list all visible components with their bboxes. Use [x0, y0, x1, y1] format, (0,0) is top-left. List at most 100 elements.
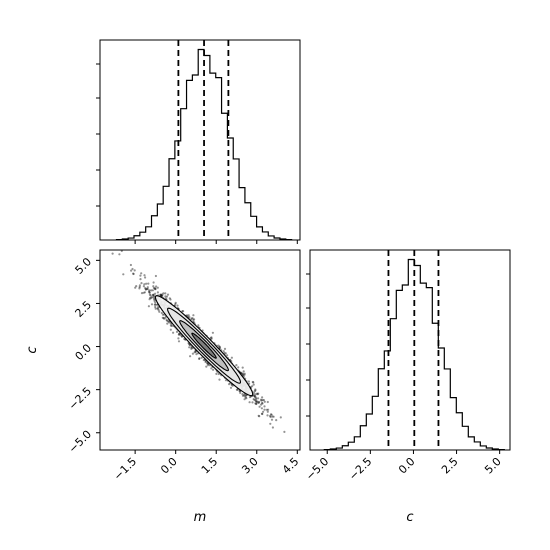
scatter-point [177, 333, 180, 336]
scatter-point [224, 379, 228, 382]
scatter-point [149, 294, 152, 297]
scatter-point [275, 419, 278, 422]
scatter-point [161, 293, 164, 296]
scatter-point [254, 395, 257, 398]
scatter-point [244, 396, 247, 399]
scatter-point [261, 412, 264, 416]
scatter-point [209, 337, 212, 340]
scatter-point [148, 298, 151, 301]
scatter-point [231, 384, 234, 387]
scatter-point [157, 305, 160, 308]
scatter-point [253, 394, 256, 397]
scatter-point [140, 292, 144, 295]
scatter-point [279, 416, 282, 419]
scatter-point [254, 393, 257, 396]
scatter-point [153, 287, 157, 290]
scatter-point [152, 281, 155, 284]
scatter-point [158, 310, 161, 313]
scatter-point [153, 299, 156, 302]
scatter-point [134, 286, 137, 289]
scatter-ytick-label: 0.0 [73, 341, 95, 363]
scatter-point [253, 398, 256, 401]
scatter-point [154, 303, 157, 306]
scatter-point [150, 303, 154, 306]
scatter-point [215, 372, 218, 375]
scatter-point [269, 413, 273, 416]
scatter-ytick-label: −2.5 [66, 385, 94, 413]
scatter-point [172, 331, 175, 334]
scatter-point [257, 401, 260, 404]
scatter-point [175, 330, 179, 333]
scatter-point [260, 407, 263, 410]
scatter-point [212, 368, 215, 371]
scatter-point [138, 287, 141, 290]
scatter-point [155, 285, 158, 288]
scatter-point [188, 346, 191, 349]
scatter-point [243, 373, 246, 376]
scatter-point [140, 282, 143, 285]
scatter-point [150, 296, 153, 299]
scatter-point [239, 391, 242, 394]
scatter-point [182, 310, 185, 313]
scatter-point [194, 350, 197, 353]
scatter-point [241, 366, 244, 369]
scatter-point [272, 415, 275, 418]
scatter-point [197, 324, 200, 327]
scatter-point [148, 293, 151, 296]
scatter-point [168, 297, 171, 300]
scatter-point [166, 322, 169, 325]
scatter-point [164, 316, 167, 319]
scatter-point [217, 344, 220, 347]
hist-c-panel [309, 249, 511, 451]
scatter-point [148, 289, 151, 292]
scatter-point [253, 395, 256, 398]
scatter-point [190, 346, 193, 349]
scatter-point [152, 293, 155, 296]
scatter-point [230, 356, 233, 359]
scatter-point [177, 337, 180, 340]
scatter-point [190, 347, 193, 350]
scatter-point [271, 426, 274, 429]
scatter-point [226, 354, 229, 357]
scatter-point [195, 353, 198, 356]
scatter-point [151, 289, 154, 292]
scatter-point [111, 252, 114, 255]
scatter-point [236, 388, 239, 391]
scatter-point [160, 294, 163, 297]
hist-m-panel [99, 39, 301, 241]
scatter-point [260, 403, 263, 406]
scatter-point [248, 396, 252, 399]
scatter-mc-frame [99, 249, 301, 451]
scatter-point [198, 357, 201, 360]
scatter-point [247, 380, 250, 383]
scatter-point [161, 313, 164, 316]
scatter-point [170, 324, 173, 327]
scatter-point [167, 321, 171, 324]
scatter-point [210, 367, 213, 370]
scatter-point [152, 293, 155, 296]
scatter-point [257, 397, 260, 400]
scatter-point [135, 285, 138, 288]
hist-c-frame [309, 249, 511, 451]
scatter-point [147, 282, 150, 285]
scatter-point [261, 402, 264, 405]
scatter-point [256, 400, 259, 403]
scatter-point [206, 361, 209, 365]
scatter-point [143, 274, 146, 277]
scatter-point [218, 345, 221, 348]
scatter-point [151, 294, 154, 297]
scatter-point [159, 293, 162, 296]
scatter-point [176, 304, 179, 307]
scatter-point [149, 296, 152, 299]
scatter-point [210, 337, 213, 340]
scatter-point [200, 356, 203, 359]
scatter-point [190, 317, 193, 320]
scatter-point [240, 371, 243, 374]
scatter-point [153, 303, 156, 306]
scatter-point [164, 295, 167, 298]
scatter-point [222, 350, 225, 353]
scatter-point [150, 289, 153, 292]
scatter-point [185, 314, 189, 317]
scatter-point [187, 314, 190, 317]
scatter-point [248, 401, 251, 404]
